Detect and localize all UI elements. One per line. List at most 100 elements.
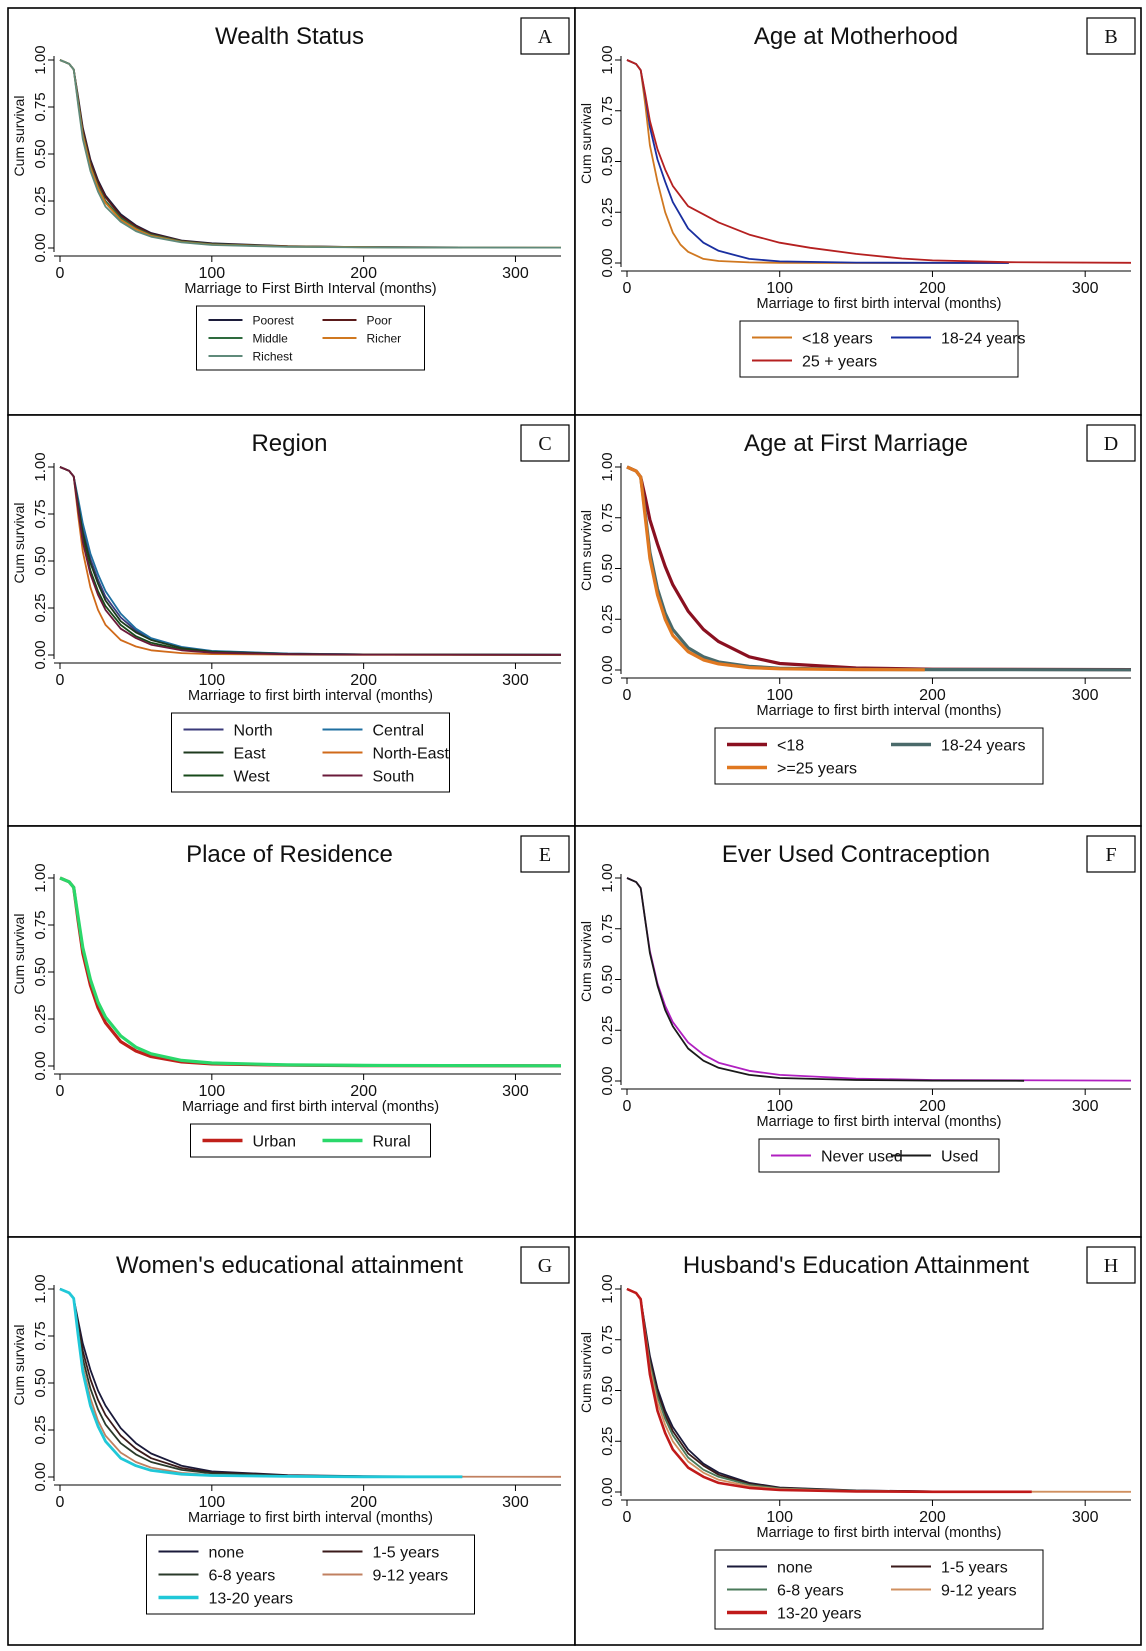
x-tick-label: 100 bbox=[198, 265, 225, 282]
panel-e: Place of Residence E 0.00 0.25 0.50 0.75 1.00 C… bbox=[7, 825, 576, 1238]
y-tick-label: 0.50 bbox=[599, 965, 616, 994]
y-tick-label: 0.00 bbox=[32, 1051, 49, 1080]
y-tick-label: 0.50 bbox=[32, 1368, 49, 1397]
x-axis-label: Marriage to first birth interval (months… bbox=[188, 688, 433, 704]
legend-label: Richer bbox=[367, 331, 402, 345]
y-tick-label: 1.00 bbox=[599, 863, 616, 892]
panel-letter-box bbox=[520, 835, 570, 873]
legend-box bbox=[739, 320, 1019, 378]
y-tick-label: 0.50 bbox=[32, 957, 49, 986]
y-tick-label: 0.75 bbox=[32, 499, 49, 528]
y-tick-label: 0.00 bbox=[599, 1066, 616, 1095]
y-tick-label: 0.00 bbox=[32, 1462, 49, 1491]
y-axis-label: Cum survival bbox=[11, 914, 27, 995]
legend-label: 18-24 years bbox=[941, 330, 1026, 347]
y-tick-label: 1.00 bbox=[599, 452, 616, 481]
panel-h: Husband's Education Attainment H 0.00 0.25 0… bbox=[574, 1236, 1142, 1646]
x-tick-label: 300 bbox=[1072, 687, 1099, 704]
panel-frame bbox=[7, 825, 576, 1238]
y-tick-label: 0.00 bbox=[599, 248, 616, 277]
x-tick-label: 300 bbox=[1072, 1509, 1099, 1526]
legend: <18 18-24 years >=25 years bbox=[714, 727, 1044, 785]
x-tick-label: 0 bbox=[56, 265, 65, 282]
y-tick-label: 0.75 bbox=[32, 1321, 49, 1350]
y-axis-label: Cum survival bbox=[578, 1332, 594, 1413]
x-axis-label: Marriage to first birth interval (months… bbox=[757, 1525, 1002, 1541]
y-axis-label: Cum survival bbox=[578, 510, 594, 591]
y-tick-label: 1.00 bbox=[599, 45, 616, 74]
legend-label: 13-20 years bbox=[777, 1605, 862, 1622]
x-axis-label: Marriage to first birth interval (months… bbox=[757, 1114, 1002, 1130]
legend-label: 13-20 years bbox=[209, 1590, 294, 1607]
x-tick-label: 100 bbox=[766, 280, 793, 297]
x-tick-label: 0 bbox=[623, 1509, 632, 1526]
panel-d: Age at First Marriage D 0.00 0.25 0.50 0.75 1.… bbox=[574, 414, 1142, 827]
panel-letter: A bbox=[538, 26, 553, 48]
legend: North Central East North-East West South bbox=[171, 712, 450, 793]
y-tick-label: 0.50 bbox=[32, 546, 49, 575]
x-tick-label: 100 bbox=[766, 687, 793, 704]
legend: none 1-5 years 6-8 years 9-12 years 13-20 ye… bbox=[714, 1549, 1044, 1630]
legend-label: none bbox=[209, 1544, 245, 1561]
series-line-richest bbox=[59, 59, 562, 249]
panel-letter-box bbox=[520, 17, 570, 55]
y-tick-label: 0.50 bbox=[32, 139, 49, 168]
legend-label: >=25 years bbox=[777, 760, 857, 777]
x-tick-label: 0 bbox=[56, 672, 65, 689]
plot-area bbox=[59, 876, 562, 1068]
x-axis-label: Marriage and first birth interval (month… bbox=[182, 1099, 439, 1115]
series-line-13-20-years bbox=[59, 1287, 463, 1479]
legend-label: South bbox=[373, 768, 415, 785]
legend-label: 25 + years bbox=[802, 353, 877, 370]
x-tick-label: 100 bbox=[198, 672, 225, 689]
x-tick-label: 0 bbox=[56, 1494, 65, 1511]
y-tick-label: 0.75 bbox=[599, 1325, 616, 1354]
panel-letter: C bbox=[538, 433, 551, 455]
x-tick-label: 0 bbox=[623, 687, 632, 704]
y-tick-label: 0.00 bbox=[599, 655, 616, 684]
y-tick-label: 1.00 bbox=[32, 863, 49, 892]
y-tick-label: 0.25 bbox=[599, 1427, 616, 1456]
y-tick-label: 0.25 bbox=[32, 593, 49, 622]
y-tick-label: 0.75 bbox=[32, 92, 49, 121]
plot-area bbox=[59, 59, 562, 249]
legend-box bbox=[146, 1534, 475, 1615]
legend-label: Rural bbox=[373, 1133, 411, 1150]
chart-title: Women's educational attainment bbox=[116, 1252, 463, 1279]
y-tick-label: 0.75 bbox=[599, 503, 616, 532]
y-tick-label: 0.50 bbox=[599, 1376, 616, 1405]
panel-letter: D bbox=[1104, 433, 1118, 455]
chart-title: Husband's Education Attainment bbox=[683, 1252, 1029, 1279]
legend-label: Used bbox=[941, 1148, 978, 1165]
x-tick-label: 300 bbox=[502, 1083, 529, 1100]
x-tick-label: 300 bbox=[502, 265, 529, 282]
y-tick-label: 1.00 bbox=[32, 1274, 49, 1303]
legend: Urban Rural bbox=[190, 1123, 431, 1158]
legend-label: Richest bbox=[253, 349, 294, 363]
panel-frame bbox=[574, 825, 1142, 1238]
plot-area bbox=[626, 877, 1132, 1082]
series-line-13-20-years bbox=[626, 1287, 1032, 1494]
legend-label: <18 years bbox=[802, 330, 873, 347]
y-tick-label: 0.75 bbox=[599, 96, 616, 125]
y-tick-label: 0.50 bbox=[599, 147, 616, 176]
x-tick-label: 0 bbox=[56, 1083, 65, 1100]
plot-area bbox=[59, 1287, 562, 1479]
chart-title: Wealth Status bbox=[215, 23, 364, 50]
x-tick-label: 0 bbox=[623, 280, 632, 297]
series-line-south bbox=[59, 466, 562, 656]
legend-label: Poorest bbox=[253, 313, 295, 327]
x-axis-label: Marriage to first birth interval (months… bbox=[757, 296, 1002, 312]
y-tick-label: 0.25 bbox=[599, 605, 616, 634]
x-axis-label: Marriage to first birth interval (months… bbox=[188, 1510, 433, 1526]
plot-area bbox=[59, 466, 562, 656]
legend-label: 9-12 years bbox=[941, 1582, 1017, 1599]
y-tick-label: 0.50 bbox=[599, 554, 616, 583]
x-tick-label: 100 bbox=[766, 1509, 793, 1526]
legend-box bbox=[714, 727, 1044, 785]
x-tick-label: 200 bbox=[350, 1083, 377, 1100]
panel-letter: E bbox=[539, 844, 551, 866]
panel-letter-box bbox=[520, 1246, 570, 1284]
series-line-rural bbox=[59, 876, 562, 1068]
